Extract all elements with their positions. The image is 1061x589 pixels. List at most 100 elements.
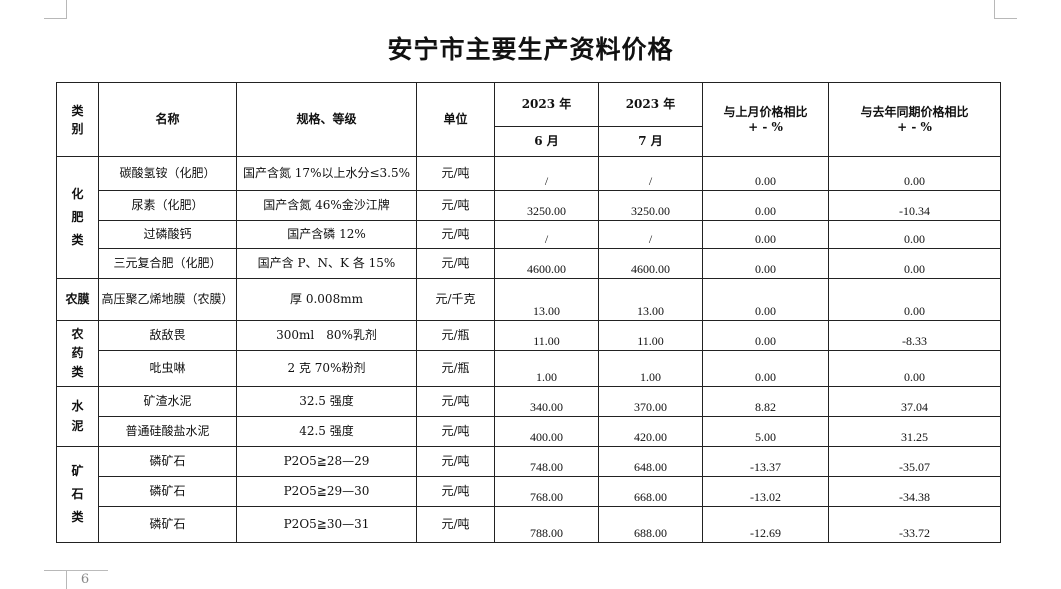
change-month-over-month: 0.00 [702, 156, 829, 191]
header-month-june: 6 月 [494, 126, 599, 157]
item-spec: 国产含磷 12% [236, 220, 417, 249]
item-name: 碳酸氢铵（化肥） [98, 156, 237, 191]
table-row: 吡虫啉 2 克 70%粉剂 元/瓶 1.00 1.00 0.00 0.00 [57, 350, 1001, 387]
header-unit: 单位 [416, 82, 495, 157]
item-unit: 元/吨 [416, 386, 495, 417]
change-year-over-year: 37.04 [828, 386, 1001, 417]
category-cell: 农药类 [56, 320, 99, 387]
item-name: 高压聚乙烯地膜（农膜） [98, 278, 237, 321]
price-june: 748.00 [494, 446, 599, 477]
change-month-over-month: 0.00 [702, 248, 829, 279]
price-june: 788.00 [494, 506, 599, 543]
change-month-over-month: 5.00 [702, 416, 829, 447]
change-month-over-month: -12.69 [702, 506, 829, 543]
item-unit: 元/吨 [416, 416, 495, 447]
price-july: 3250.00 [598, 190, 703, 221]
item-spec: 国产含氮 17%以上水分≤3.5% [236, 156, 417, 191]
header-category: 类别 [56, 82, 99, 157]
change-year-over-year: 0.00 [828, 248, 1001, 279]
item-name: 普通硅酸盐水泥 [98, 416, 237, 447]
price-table: 类别 名称 规格、等级 单位 2023 年 2023 年 与上月价格相比 + -… [56, 82, 1001, 543]
price-june: 340.00 [494, 386, 599, 417]
header-month-july: 7 月 [598, 126, 703, 157]
price-july: 4600.00 [598, 248, 703, 279]
item-name: 磷矿石 [98, 476, 237, 507]
page-title: 安宁市主要生产资料价格 [387, 35, 674, 64]
price-june: / [494, 220, 599, 249]
header-year-june: 2023 年 [494, 82, 599, 127]
item-name: 三元复合肥（化肥） [98, 248, 237, 279]
change-year-over-year: -10.34 [828, 190, 1001, 221]
header-year-july: 2023 年 [598, 82, 703, 127]
price-july: 668.00 [598, 476, 703, 507]
crop-mark-top-left [44, 0, 67, 19]
change-year-over-year: -8.33 [828, 320, 1001, 351]
table-row: 磷矿石 P2O5≧29—30 元/吨 768.00 668.00 -13.02 -34.38 [57, 476, 1001, 507]
table-row: 磷矿石 P2O5≧30—31 元/吨 788.00 688.00 -12.69 -33.72 [57, 506, 1001, 543]
table-row: 普通硅酸盐水泥 42.5 强度 元/吨 400.00 420.00 5.00 31.25 [57, 416, 1001, 447]
item-name: 磷矿石 [98, 446, 237, 477]
change-year-over-year: 0.00 [828, 278, 1001, 321]
item-name: 尿素（化肥） [98, 190, 237, 221]
change-month-over-month: 8.82 [702, 386, 829, 417]
header-yoy: 与去年同期价格相比 + - % [828, 82, 1001, 157]
category-cell: 水泥 [56, 386, 99, 447]
table-row: 矿石类 磷矿石 P2O5≧28—29 元/吨 748.00 648.00 -13.37 -35… [56, 446, 1001, 543]
header-mom: 与上月价格相比 + - % [702, 82, 829, 157]
item-unit: 元/吨 [416, 248, 495, 279]
table-row: 化肥类 碳酸氢铵（化肥） 国产含氮 17%以上水分≤3.5% 元/吨 //0.00 0.0… [56, 156, 1001, 279]
table-row: 过磷酸钙 国产含磷 12% 元/吨 //0.00 0.00 [57, 220, 1001, 249]
price-june: / [494, 156, 599, 191]
category-label: 农膜 [65, 292, 90, 307]
change-month-over-month: 0.00 [702, 220, 829, 249]
price-july: 11.00 [598, 320, 703, 351]
item-name: 矿渣水泥 [98, 386, 237, 417]
price-june: 11.00 [494, 320, 599, 351]
category-cell: 矿石类 [56, 446, 99, 543]
change-month-over-month: 0.00 [702, 320, 829, 351]
change-year-over-year: -35.07 [828, 446, 1001, 477]
price-june: 1.00 [494, 350, 599, 387]
price-july: 13.00 [598, 278, 703, 321]
change-year-over-year: 31.25 [828, 416, 1001, 447]
change-month-over-month: 0.00 [702, 190, 829, 221]
item-name: 敌敌畏 [98, 320, 237, 351]
price-july: 648.00 [598, 446, 703, 477]
item-unit: 元/吨 [416, 506, 495, 543]
change-year-over-year: 0.00 [828, 220, 1001, 249]
page-number: 6 [62, 570, 108, 587]
price-june: 13.00 [494, 278, 599, 321]
item-name: 吡虫啉 [98, 350, 237, 387]
category-label: 矿石类 [71, 464, 84, 524]
crop-mark-bottom-left [44, 570, 67, 589]
header-name: 名称 [98, 82, 237, 157]
item-unit: 元/吨 [416, 156, 495, 191]
table-row: 农膜 高压聚乙烯地膜（农膜）厚 0.008mm 元/千克 13.00 13.00 0.00… [56, 278, 1001, 321]
item-unit: 元/吨 [416, 476, 495, 507]
price-june: 3250.00 [494, 190, 599, 221]
item-spec: 厚 0.008mm [236, 278, 417, 321]
price-july: 688.00 [598, 506, 703, 543]
change-month-over-month: -13.02 [702, 476, 829, 507]
item-spec: 300ml 80%乳剂 [236, 320, 417, 351]
price-july: 370.00 [598, 386, 703, 417]
change-month-over-month: 0.00 [702, 278, 829, 321]
table-row: 农药类 敌敌畏 300ml 80%乳剂 元/瓶 11.00 11.00 0.00 -8.33 [56, 320, 1001, 387]
item-name: 过磷酸钙 [98, 220, 237, 249]
change-year-over-year: -34.38 [828, 476, 1001, 507]
price-july: / [598, 156, 703, 191]
price-june: 4600.00 [494, 248, 599, 279]
price-june: 400.00 [494, 416, 599, 447]
change-year-over-year: -33.72 [828, 506, 1001, 543]
item-spec: P2O5≧29—30 [236, 476, 417, 507]
table-row: 三元复合肥（化肥） 国产含 P、N、K 各 15% 元/吨 4600.00 4600.0… [57, 248, 1001, 279]
category-label: 水泥 [71, 399, 84, 433]
change-month-over-month: 0.00 [702, 350, 829, 387]
item-unit: 元/瓶 [416, 320, 495, 351]
item-spec: P2O5≧28—29 [236, 446, 417, 477]
price-july: / [598, 220, 703, 249]
category-label: 化肥类 [71, 187, 84, 247]
category-cell: 农膜 [56, 278, 99, 321]
item-unit: 元/吨 [416, 220, 495, 249]
item-unit: 元/瓶 [416, 350, 495, 387]
